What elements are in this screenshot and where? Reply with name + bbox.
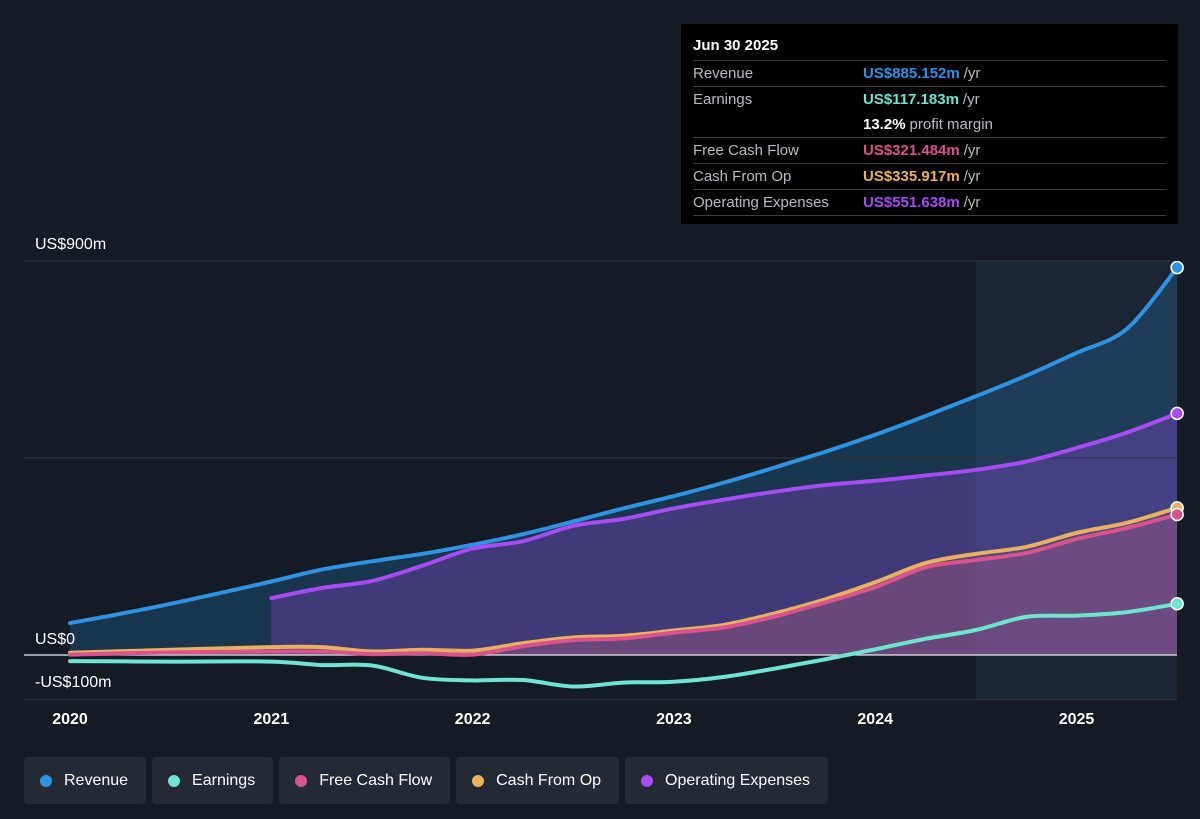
tooltip-row-cash-from-op: Cash From Op US$335.917m /yr bbox=[693, 163, 1166, 189]
tooltip-value: US$321.484m bbox=[863, 142, 960, 159]
tooltip-value: US$335.917m bbox=[863, 168, 960, 185]
legend-dot-icon bbox=[641, 774, 654, 787]
y-tick-label: -US$100m bbox=[35, 674, 111, 691]
tooltip-date: Jun 30 2025 bbox=[693, 37, 779, 54]
x-tick-label: 2021 bbox=[254, 711, 290, 728]
endpoint-revenue bbox=[1170, 260, 1184, 275]
tooltip-unit: /yr bbox=[962, 91, 980, 108]
tooltip-label: Free Cash Flow bbox=[693, 142, 799, 159]
tooltip-label: Revenue bbox=[693, 65, 754, 82]
tooltip-value: 13.2% bbox=[863, 116, 906, 133]
tooltip-row-earnings: Earnings US$117.183m /yr bbox=[693, 86, 1166, 112]
legend-label: Revenue bbox=[64, 771, 129, 789]
line-operating-expenses bbox=[269, 411, 1177, 601]
legend-item-revenue[interactable]: Revenue bbox=[24, 757, 147, 804]
tooltip-row-free-cash-flow: Free Cash Flow US$321.484m /yr bbox=[693, 137, 1166, 163]
endpoint-earnings bbox=[1170, 597, 1184, 611]
line-cash-from-op bbox=[68, 505, 1177, 655]
tooltip-row-profit-margin: 13.2% profit margin bbox=[693, 112, 1166, 137]
forecast-highlight-region bbox=[975, 261, 1177, 700]
tooltip-unit: /yr bbox=[963, 194, 981, 211]
y-tick-label: US$900m bbox=[35, 236, 106, 253]
x-tick-label: 2024 bbox=[857, 711, 893, 728]
line-revenue bbox=[68, 265, 1177, 625]
tooltip-row-revenue: Revenue US$885.152m /yr bbox=[693, 60, 1166, 86]
legend-label: Cash From Op bbox=[496, 771, 602, 789]
tooltip-label: Operating Expenses bbox=[693, 194, 829, 211]
endpoint-operating-expenses bbox=[1170, 406, 1184, 421]
legend-label: Operating Expenses bbox=[665, 771, 811, 789]
tooltip-panel: Jun 30 2025 Revenue US$885.152m /yr Earn… bbox=[681, 24, 1178, 224]
x-tick-label: 2020 bbox=[52, 711, 88, 728]
tooltip-row-operating-expenses: Operating Expenses US$551.638m /yr bbox=[693, 189, 1166, 216]
tooltip-unit: profit margin bbox=[909, 116, 993, 133]
tooltip-value: US$551.638m bbox=[863, 194, 960, 211]
legend-dot-icon bbox=[472, 774, 485, 787]
tooltip-unit: /yr bbox=[963, 168, 981, 185]
y-tick-label: US$0 bbox=[35, 631, 75, 648]
tooltip-value: US$117.183m bbox=[863, 91, 959, 108]
endpoint-free-cash-flow bbox=[1170, 507, 1184, 522]
legend-label: Free Cash Flow bbox=[319, 771, 433, 789]
tooltip-value: US$885.152m bbox=[863, 65, 960, 82]
x-tick-label: 2022 bbox=[455, 711, 491, 728]
legend-dot-icon bbox=[295, 774, 308, 787]
x-tick-label: 2023 bbox=[656, 711, 692, 728]
tooltip-label: Earnings bbox=[693, 91, 753, 108]
tooltip-label: Cash From Op bbox=[693, 168, 792, 185]
tooltip-unit: /yr bbox=[963, 65, 981, 82]
x-tick-label: 2025 bbox=[1059, 711, 1095, 728]
tooltip-unit: /yr bbox=[963, 142, 981, 159]
area-free-cash-flow bbox=[70, 514, 1177, 655]
legend-label: Earnings bbox=[192, 771, 256, 789]
area-revenue bbox=[70, 267, 1177, 655]
legend-dot-icon bbox=[40, 774, 52, 787]
legend: Revenue Earnings Free Cash Flow Cash Fro… bbox=[24, 757, 829, 804]
legend-item-cash-from-op[interactable]: Cash From Op bbox=[456, 757, 620, 804]
legend-item-earnings[interactable]: Earnings bbox=[152, 757, 274, 804]
line-earnings bbox=[68, 601, 1177, 689]
legend-item-operating-expenses[interactable]: Operating Expenses bbox=[625, 757, 829, 804]
area-cash-from-op bbox=[70, 507, 1177, 655]
legend-item-free-cash-flow[interactable]: Free Cash Flow bbox=[279, 757, 451, 804]
legend-dot-icon bbox=[168, 774, 181, 787]
line-free-cash-flow bbox=[68, 512, 1177, 657]
